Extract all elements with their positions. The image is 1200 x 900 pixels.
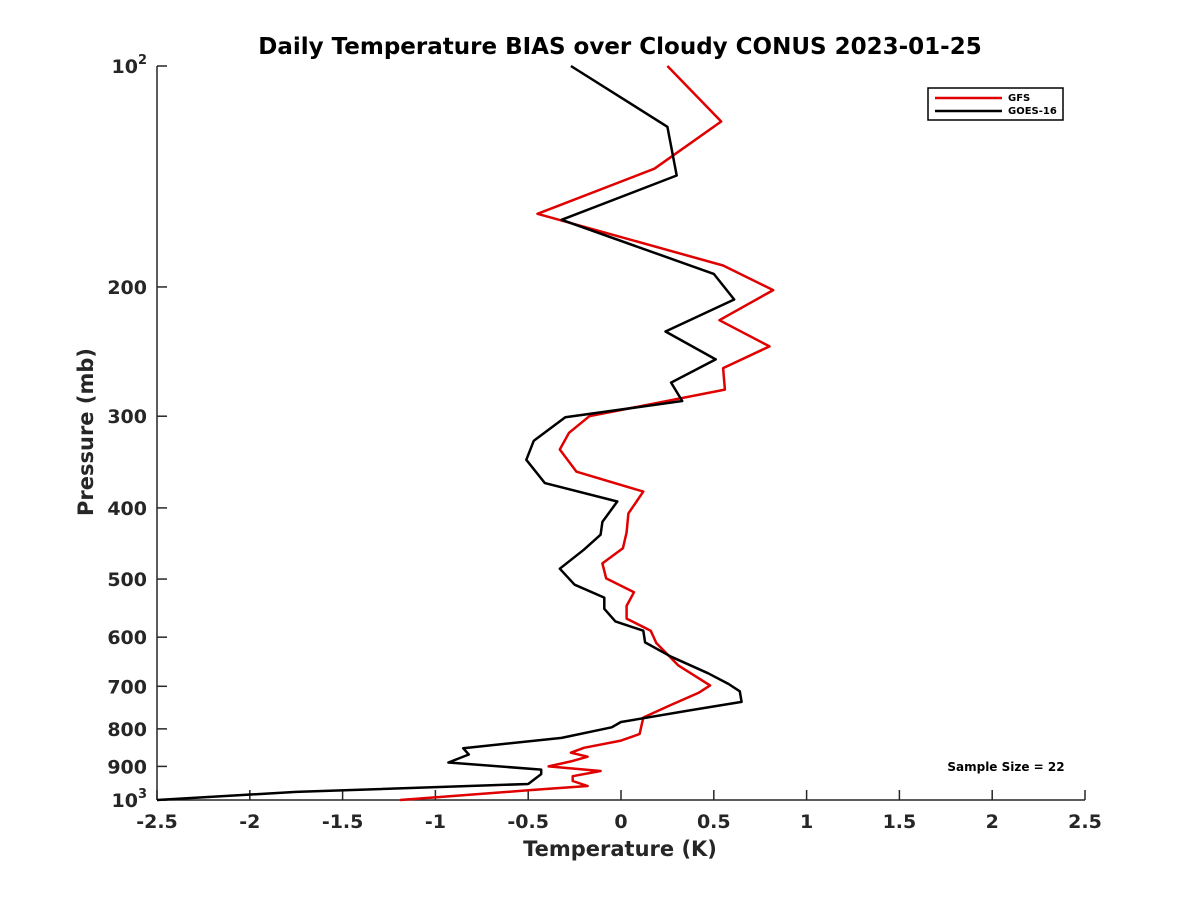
x-tick-label: -0.5 bbox=[507, 811, 549, 833]
x-tick-label: -1 bbox=[425, 811, 446, 833]
x-tick-label: 1 bbox=[800, 811, 813, 833]
x-tick-label: -2.5 bbox=[136, 811, 178, 833]
x-tick-label: 0 bbox=[614, 811, 627, 833]
y-tick-label: 400 bbox=[107, 498, 147, 520]
series-line-goes-16 bbox=[156, 64, 743, 802]
series-line-gfs bbox=[400, 65, 775, 802]
x-tick-label: 2 bbox=[986, 811, 999, 833]
y-tick-label: 200 bbox=[107, 277, 147, 299]
chart-title: Daily Temperature BIAS over Cloudy CONUS… bbox=[258, 34, 981, 60]
sample-size-annotation: Sample Size = 22 bbox=[947, 760, 1064, 774]
y-tick-label: 500 bbox=[107, 569, 147, 591]
y-tick-label: 300 bbox=[107, 406, 147, 428]
legend-label-gfs: GFS bbox=[1008, 93, 1030, 104]
legend-box bbox=[927, 87, 1064, 121]
legend: GFS GOES-16 bbox=[927, 87, 1064, 121]
y-tick-label: 600 bbox=[107, 627, 147, 649]
legend-label-goes-16: GOES-16 bbox=[1008, 106, 1057, 117]
x-axis-label: Temperature (K) bbox=[523, 837, 717, 861]
x-tick-label: -2 bbox=[239, 811, 260, 833]
y-tick-label: 900 bbox=[107, 756, 147, 778]
x-tick-label: -1.5 bbox=[322, 811, 364, 833]
x-tick-label: 0.5 bbox=[697, 811, 731, 833]
x-tick-label: 1.5 bbox=[883, 811, 917, 833]
y-tick-label: 800 bbox=[107, 719, 147, 741]
y-axis-label: Pressure (mb) bbox=[74, 348, 98, 516]
x-axis-ticks: -2.5 -2 -1.5 -1 -0.5 0 0.5 1 1.5 2 2.5 bbox=[136, 790, 1102, 833]
y-tick-label: 700 bbox=[107, 676, 147, 698]
x-tick-label: 2.5 bbox=[1068, 811, 1102, 833]
series-lines bbox=[156, 64, 775, 802]
